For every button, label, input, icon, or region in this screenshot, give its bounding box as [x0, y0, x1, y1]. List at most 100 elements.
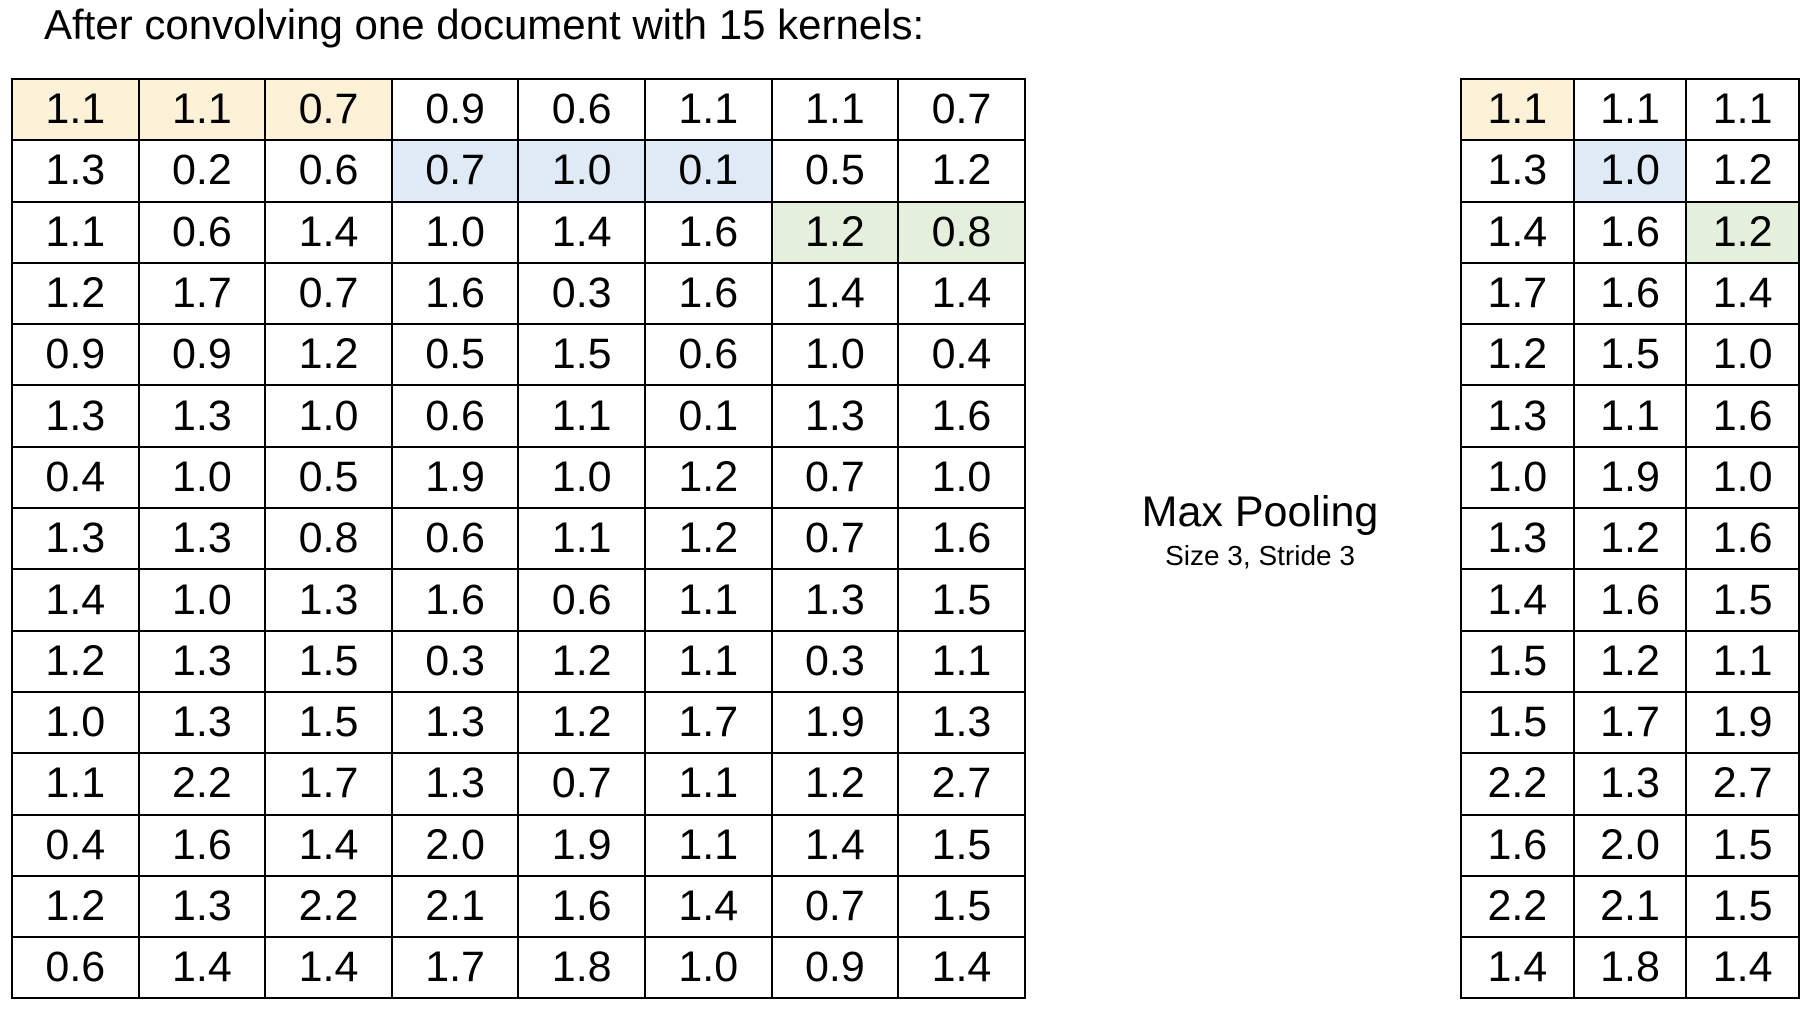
conv-cell: 1.4 [264, 936, 393, 1000]
pool-cell: 1.5 [1685, 874, 1800, 939]
max-pooling-params: Size 3, Stride 3 [1165, 540, 1355, 571]
pool-cell: 1.2 [1572, 629, 1688, 693]
conv-cell: 1.2 [517, 629, 646, 693]
conv-cell: 0.7 [770, 874, 900, 939]
conv-cell: 2.1 [390, 874, 520, 939]
conv-cell: 0.5 [264, 445, 393, 510]
pool-cell: 1.3 [1460, 507, 1575, 571]
conv-row: 1.2 1.3 1.5 0.3 1.2 1.1 0.3 1.1 [11, 629, 1026, 693]
conv-cell: 1.1 [11, 752, 140, 816]
conv-cell: 1.1 [137, 77, 267, 142]
conv-cell: 1.4 [897, 261, 1026, 326]
pool-row: 1.1 1.1 1.1 [1460, 77, 1800, 142]
pool-cell: 1.3 [1460, 139, 1575, 203]
pool-cell: 1.6 [1572, 200, 1688, 264]
pool-cell: 1.1 [1572, 384, 1688, 448]
conv-cell: 0.6 [137, 200, 267, 264]
conv-cell: 1.2 [643, 507, 773, 571]
conv-cell: 1.1 [897, 629, 1026, 693]
conv-cell: 0.3 [390, 629, 520, 693]
conv-cell: 1.5 [264, 690, 393, 755]
pool-row: 1.6 2.0 1.5 [1460, 813, 1800, 877]
pool-cell: 2.2 [1460, 874, 1575, 939]
conv-cell: 0.1 [643, 384, 773, 448]
pool-cell: 1.4 [1460, 200, 1575, 264]
pool-cell: 1.6 [1572, 261, 1688, 326]
pool-cell: 1.4 [1460, 568, 1575, 632]
pool-cell: 1.7 [1460, 261, 1575, 326]
conv-cell: 0.9 [390, 77, 520, 142]
pool-cell: 1.0 [1685, 445, 1800, 510]
conv-cell: 1.5 [897, 568, 1026, 632]
conv-cell: 1.1 [770, 77, 900, 142]
pool-row: 1.7 1.6 1.4 [1460, 261, 1800, 326]
conv-row: 1.3 0.2 0.6 0.7 1.0 0.1 0.5 1.2 [11, 139, 1026, 203]
conv-cell: 0.4 [11, 445, 140, 510]
conv-cell: 1.0 [517, 445, 646, 510]
pool-row: 1.3 1.2 1.6 [1460, 507, 1800, 571]
pool-row: 1.5 1.7 1.9 [1460, 690, 1800, 755]
conv-cell: 1.9 [770, 690, 900, 755]
pool-cell: 1.4 [1460, 936, 1575, 1000]
conv-cell: 1.6 [517, 874, 646, 939]
conv-cell: 1.6 [897, 384, 1026, 448]
conv-cell: 1.4 [897, 936, 1026, 1000]
pool-cell: 1.6 [1685, 507, 1800, 571]
conv-cell: 1.1 [643, 568, 773, 632]
conv-cell: 1.1 [517, 507, 646, 571]
conv-cell: 1.3 [11, 384, 140, 448]
conv-cell: 1.6 [643, 200, 773, 264]
conv-cell: 1.4 [11, 568, 140, 632]
conv-row: 1.2 1.7 0.7 1.6 0.3 1.6 1.4 1.4 [11, 261, 1026, 326]
pool-cell: 1.5 [1572, 323, 1688, 387]
conv-cell: 1.1 [643, 752, 773, 816]
conv-row: 1.2 1.3 2.2 2.1 1.6 1.4 0.7 1.5 [11, 874, 1026, 939]
conv-cell: 1.2 [11, 874, 140, 939]
conv-cell: 0.3 [770, 629, 900, 693]
conv-cell: 1.9 [390, 445, 520, 510]
conv-cell: 1.2 [770, 752, 900, 816]
pool-cell: 1.6 [1572, 568, 1688, 632]
conv-cell: 1.0 [517, 139, 646, 203]
conv-cell: 1.2 [11, 261, 140, 326]
conv-cell: 1.0 [264, 384, 393, 448]
convolution-output-table: 1.1 1.1 0.7 0.9 0.6 1.1 1.1 0.7 1.3 0.2 0.6 0.7 1.0 0… [11, 77, 1026, 1000]
conv-cell: 0.6 [390, 384, 520, 448]
conv-cell: 0.3 [517, 261, 646, 326]
conv-cell: 1.2 [11, 629, 140, 693]
pool-cell: 1.5 [1685, 813, 1800, 877]
conv-cell: 1.3 [770, 384, 900, 448]
conv-cell: 1.7 [390, 936, 520, 1000]
conv-cell: 0.7 [770, 507, 900, 571]
conv-cell: 1.2 [517, 690, 646, 755]
conv-cell: 1.0 [11, 690, 140, 755]
conv-cell: 1.4 [770, 813, 900, 877]
conv-cell: 2.2 [264, 874, 393, 939]
conv-row: 0.4 1.0 0.5 1.9 1.0 1.2 0.7 1.0 [11, 445, 1026, 510]
conv-cell: 1.2 [643, 445, 773, 510]
pool-row: 1.4 1.8 1.4 [1460, 936, 1800, 1000]
conv-cell: 1.1 [11, 200, 140, 264]
pool-row: 1.4 1.6 1.2 [1460, 200, 1800, 264]
pool-cell: 1.6 [1460, 813, 1575, 877]
conv-cell: 1.4 [264, 200, 393, 264]
conv-cell: 0.9 [137, 323, 267, 387]
conv-cell: 1.6 [897, 507, 1026, 571]
conv-cell: 1.3 [137, 629, 267, 693]
conv-cell: 1.1 [11, 77, 140, 142]
conv-cell: 1.9 [517, 813, 646, 877]
conv-cell: 1.0 [390, 200, 520, 264]
conv-cell: 1.3 [11, 139, 140, 203]
pool-cell: 1.8 [1572, 936, 1688, 1000]
conv-cell: 1.6 [390, 261, 520, 326]
conv-cell: 0.7 [517, 752, 646, 816]
conv-cell: 0.4 [11, 813, 140, 877]
conv-cell: 0.2 [137, 139, 267, 203]
conv-cell: 1.1 [643, 813, 773, 877]
conv-cell: 0.6 [390, 507, 520, 571]
conv-cell: 1.1 [517, 384, 646, 448]
conv-cell: 1.5 [264, 629, 393, 693]
conv-cell: 0.4 [897, 323, 1026, 387]
conv-cell: 1.3 [264, 568, 393, 632]
pool-row: 1.3 1.0 1.2 [1460, 139, 1800, 203]
